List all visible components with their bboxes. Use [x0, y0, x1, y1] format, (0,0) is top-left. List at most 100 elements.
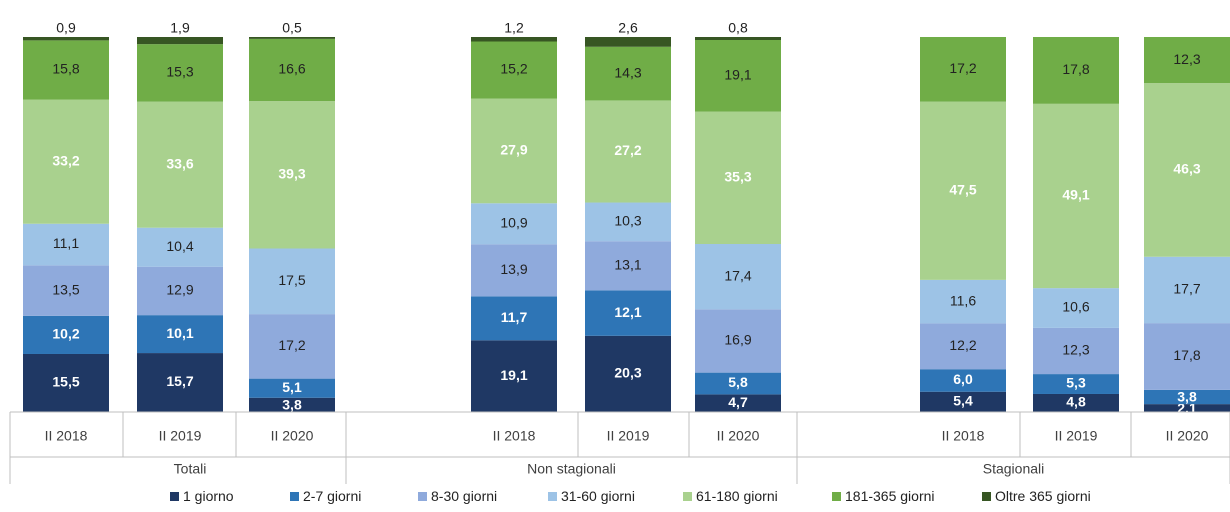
data-label: 46,3 [1173, 161, 1200, 177]
legend-swatch [170, 491, 179, 501]
data-label: 12,3 [1173, 51, 1200, 67]
bar-segment [585, 335, 671, 412]
bar-segment [920, 101, 1006, 280]
data-label: 0,9 [56, 20, 76, 36]
bar-segment [1033, 103, 1119, 289]
bar-segment [471, 296, 557, 341]
data-label: 20,3 [614, 365, 641, 381]
stacked-bar-chart: 15,5 10,2 13,5 11,1 33,2 15,8 0,9 15,7 10,1 12,9 1… [9, 20, 1230, 484]
group-label: Totali [174, 461, 207, 477]
category-tick-label: II 2020 [1166, 428, 1209, 444]
data-label: 15,7 [166, 373, 193, 389]
group-label: Non stagionali [527, 461, 616, 477]
bar-segment [471, 37, 557, 42]
data-label: 17,8 [1173, 347, 1200, 363]
bar-segment [585, 46, 671, 101]
data-label: 1,9 [170, 20, 190, 36]
data-label: 10,9 [500, 214, 527, 230]
category-tick-label: II 2018 [45, 428, 88, 444]
bar-segment [695, 394, 781, 412]
legend-label: 8-30 giorni [431, 488, 498, 504]
bar-segment [249, 378, 335, 398]
bar-segment [1144, 389, 1230, 405]
bar-segment [1144, 256, 1230, 324]
bar-segment [471, 41, 557, 99]
legend-label: 1 giorno [183, 488, 234, 504]
legend-item: 181-365 giorni [832, 488, 935, 504]
data-label: 47,5 [949, 181, 976, 197]
data-label: 12,2 [949, 337, 976, 353]
data-label: 11,7 [501, 309, 528, 325]
category-tick-label: II 2019 [1055, 428, 1098, 444]
data-label: 27,9 [500, 142, 527, 158]
bar-segment [137, 266, 223, 316]
bar-segment [920, 369, 1006, 392]
bar-segment [137, 315, 223, 354]
bar-segment [695, 244, 781, 310]
legend-swatch [982, 491, 991, 501]
bar-segment [23, 40, 109, 100]
bar-segment [920, 279, 1006, 324]
data-label: 13,5 [52, 281, 79, 297]
data-label: 5,3 [1066, 375, 1086, 391]
bar-segment [1033, 393, 1119, 412]
bar-segment [23, 37, 109, 41]
data-label: 12,1 [614, 304, 641, 320]
bar-segment [585, 241, 671, 291]
data-label: 12,3 [1062, 342, 1089, 358]
data-label: 17,2 [278, 337, 305, 353]
bar-segment [585, 202, 671, 242]
data-label: 15,3 [166, 64, 193, 80]
bar-segment [695, 40, 781, 112]
bar-segment [920, 37, 1006, 102]
bar-segment [471, 98, 557, 204]
bar-segment [1033, 327, 1119, 375]
bar-segment [1144, 323, 1230, 390]
category-tick-label: II 2019 [607, 428, 650, 444]
bar-segment [695, 111, 781, 244]
bar-segment [249, 37, 335, 39]
data-label: 27,2 [614, 142, 641, 158]
data-label: 16,9 [724, 332, 751, 348]
data-label: 4,8 [1066, 394, 1086, 410]
bar-segment [137, 227, 223, 267]
data-label: 5,8 [728, 374, 748, 390]
data-label: 3,8 [1177, 389, 1197, 405]
legend-item: 31-60 giorni [548, 488, 635, 504]
bar-segment [695, 37, 781, 40]
bar-segment [471, 203, 557, 245]
data-label: 17,5 [278, 272, 305, 288]
data-label: 33,6 [166, 155, 193, 171]
data-label: 0,5 [282, 20, 302, 36]
legend-label: 181-365 giorni [845, 488, 935, 504]
data-label: 39,3 [278, 166, 305, 182]
bar-segment [695, 309, 781, 373]
bar-segment [23, 223, 109, 266]
bar-segment [249, 101, 335, 249]
data-label: 17,4 [724, 267, 751, 283]
legend-swatch [683, 491, 692, 501]
bar-segment [249, 248, 335, 315]
data-label: 3,8 [282, 397, 302, 413]
bar-segment [1144, 404, 1230, 412]
legend-item: 1 giorno [170, 488, 234, 504]
data-label: 19,1 [724, 67, 751, 83]
data-label: 17,8 [1062, 61, 1089, 77]
data-label: 12,9 [166, 282, 193, 298]
data-label: 10,1 [166, 325, 193, 341]
legend-label: 2-7 giorni [303, 488, 362, 504]
bar-segment [23, 99, 109, 224]
bar-segment [23, 353, 109, 412]
bar-segment [920, 323, 1006, 370]
data-label: 10,2 [52, 326, 79, 342]
data-label: 6,0 [953, 371, 973, 387]
bar-segment [137, 101, 223, 228]
data-label: 49,1 [1062, 187, 1089, 203]
data-label: 5,1 [282, 379, 302, 395]
legend-label: 31-60 giorni [561, 488, 635, 504]
bar-segment [695, 372, 781, 395]
bar-segment [249, 38, 335, 102]
data-label: 19,1 [500, 367, 527, 383]
bar-segment [1033, 37, 1119, 104]
legend-swatch [418, 491, 427, 501]
